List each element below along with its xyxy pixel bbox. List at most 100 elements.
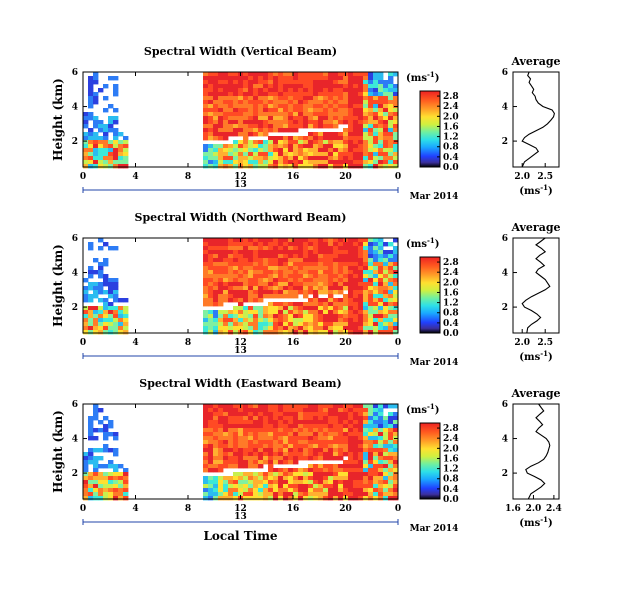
heatmap-cell (93, 412, 99, 417)
heatmap-cell (103, 416, 109, 421)
heatmap-cell (228, 124, 234, 129)
colorbar (419, 422, 441, 500)
heatmap-cell (348, 144, 354, 149)
heatmap-cell (328, 468, 334, 473)
heatmap-cell (393, 476, 399, 481)
heatmap-cell (273, 452, 279, 457)
heatmap-cell (223, 326, 229, 331)
heatmap-cell (273, 488, 279, 493)
heatmap-cell (258, 274, 264, 279)
heatmap-cell (348, 310, 354, 315)
heatmap-cell (228, 476, 234, 481)
heatmap-cell (108, 302, 114, 307)
heatmap-cell (243, 88, 249, 93)
heatmap-cell (368, 76, 374, 81)
heatmap-cell (318, 242, 324, 247)
heatmap-cell (103, 160, 109, 165)
heatmap-cell (363, 476, 369, 481)
heatmap-cell (263, 152, 269, 157)
heatmap-cell (363, 160, 369, 165)
heatmap-cell (268, 318, 274, 323)
heatmap-cell (283, 238, 289, 243)
heatmap-cell (203, 132, 209, 137)
heatmap-cell (268, 136, 274, 141)
heatmap-cell (383, 258, 389, 263)
heatmap-cell (103, 480, 109, 485)
heatmap-cell (393, 326, 399, 331)
heatmap-cell (88, 282, 94, 287)
heatmap-cell (273, 128, 279, 133)
heatmap-cell (338, 156, 344, 161)
heatmap-cell (233, 278, 239, 283)
heatmap-cell (318, 100, 324, 105)
heatmap-cell (233, 448, 239, 453)
heatmap-cell (98, 144, 104, 149)
heatmap-cell (273, 250, 279, 255)
heatmap-cell (298, 140, 304, 145)
heatmap-cell (333, 136, 339, 141)
heatmap-cell (373, 294, 379, 299)
heatmap-cell (283, 250, 289, 255)
heatmap-cell (343, 472, 349, 477)
heatmap-cell (113, 132, 119, 137)
heatmap-cell (258, 76, 264, 81)
heatmap-cell (383, 492, 389, 497)
heatmap-cell (373, 436, 379, 441)
heatmap-cell (303, 452, 309, 457)
heatmap-cell (313, 404, 319, 409)
heatmap-cell (273, 104, 279, 109)
heatmap-cell (358, 84, 364, 89)
heatmap-cell (348, 298, 354, 303)
heatmap-cell (383, 318, 389, 323)
heatmap-cell (248, 286, 254, 291)
heatmap-cell (208, 152, 214, 157)
heatmap-cell (328, 444, 334, 449)
colorbar-tick-label: 2.4 (443, 268, 459, 278)
heatmap-cell (233, 274, 239, 279)
heatmap-cell (308, 120, 314, 125)
heatmap-cell (373, 92, 379, 97)
heatmap-cell (368, 404, 374, 409)
month-label: Mar 2014 (410, 192, 459, 202)
heatmap-cell (393, 468, 399, 473)
heatmap-cell (203, 286, 209, 291)
heatmap-cell (283, 128, 289, 133)
heatmap-cell (288, 72, 294, 77)
heatmap-cell (363, 412, 369, 417)
heatmap-cell (223, 420, 229, 425)
heatmap-cell (98, 472, 104, 477)
heatmap-cell (363, 100, 369, 105)
heatmap-cell (278, 278, 284, 283)
heatmap-cell (308, 448, 314, 453)
heatmap-cell (308, 428, 314, 433)
heatmap-cell (268, 290, 274, 295)
heatmap-cell (83, 476, 89, 481)
heatmap-cell (323, 76, 329, 81)
heatmap-cell (308, 270, 314, 275)
heatmap-cell (108, 424, 114, 429)
heatmap-cell (108, 306, 114, 311)
heatmap-cell (328, 104, 334, 109)
heatmap-cell (348, 148, 354, 153)
heatmap-cell (218, 254, 224, 259)
heatmap-cell (328, 92, 334, 97)
heatmap-cell (318, 476, 324, 481)
heatmap-cell (388, 322, 394, 327)
heatmap-cell (303, 250, 309, 255)
heatmap-cell (373, 428, 379, 433)
heatmap-cell (323, 88, 329, 93)
heatmap-cell (258, 128, 264, 133)
heatmap-cell (253, 100, 259, 105)
heatmap-cell (233, 152, 239, 157)
heatmap-cell (288, 116, 294, 121)
heatmap-cell (303, 140, 309, 145)
heatmap-cell (223, 80, 229, 85)
heatmap-cell (363, 314, 369, 319)
heatmap-cell (333, 72, 339, 77)
heatmap-cell (388, 156, 394, 161)
heatmap-cell (258, 258, 264, 263)
heatmap-cell (233, 246, 239, 251)
heatmap-cell (258, 92, 264, 97)
heatmap-cell (393, 302, 399, 307)
heatmap-cell (98, 428, 104, 433)
